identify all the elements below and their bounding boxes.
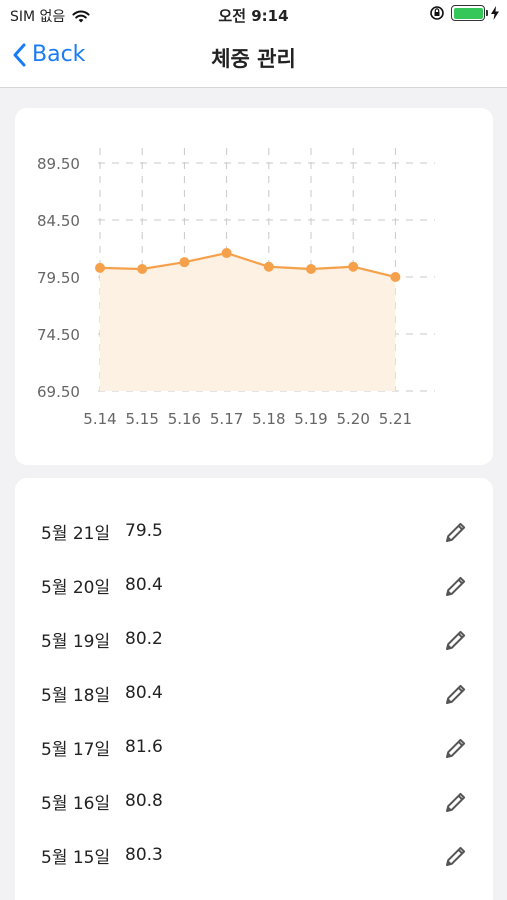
orientation-lock-icon [430,6,444,20]
list-item: 5월 15일 80.3 [15,828,493,882]
data-point [306,264,316,275]
record-date: 5월 18일 [41,685,111,706]
record-weight: 80.4 [125,683,163,703]
data-point [390,272,401,282]
edit-pencil-icon[interactable] [443,681,469,707]
status-time: 오전 9:14 [218,7,289,25]
record-date: 5월 20일 [41,577,111,598]
list-item: 5월 18일 80.4 [15,666,493,720]
x-tick-label: 5.18 [252,410,285,428]
record-weight: 79.5 [125,521,163,541]
status-bar: SIM 없음 오전 9:14 [0,0,507,30]
y-tick-label: 74.50 [37,326,80,344]
back-button[interactable]: Back [12,42,85,67]
battery-level-fill [453,7,483,19]
record-date: 5월 16일 [41,793,111,814]
x-tick-label: 5.15 [125,410,158,428]
x-tick-label: 5.20 [336,410,369,428]
record-weight: 80.3 [125,845,163,865]
record-weight: 80.4 [125,575,163,595]
status-left: SIM 없음 [10,6,91,26]
carrier-label: SIM 없음 [10,9,66,25]
y-tick-label: 79.50 [37,269,80,287]
list-item: 5월 17일 81.6 [15,720,493,774]
weight-record-list: 5월 21일 79.5 5월 20일 80.4 5월 19일 80.2 5월 18일 80.4… [15,478,493,900]
x-tick-label: 5.17 [210,410,243,428]
edit-pencil-icon[interactable] [443,843,469,869]
edit-pencil-icon[interactable] [443,735,469,761]
record-date: 5월 19일 [41,631,111,652]
y-tick-label: 69.50 [37,383,80,401]
x-tick-label: 5.21 [379,410,412,428]
y-tick-label: 84.50 [37,212,80,230]
data-point [95,262,105,273]
wifi-icon [72,10,90,22]
weight-chart-card: 89.50 84.50 79.50 74.50 69.50 5.14 5.15 5.16 5.1… [15,108,493,465]
battery-icon [451,5,488,21]
record-weight: 81.6 [125,737,163,757]
navigation-bar: Back 체중 관리 [0,30,507,88]
page-title: 체중 관리 [211,47,296,71]
list-item: 5월 19일 80.2 [15,612,493,666]
data-point [221,248,232,259]
list-item: 5월 20일 80.4 [15,558,493,612]
data-point [263,261,274,272]
data-point [137,264,148,275]
data-point [348,261,359,272]
data-point [179,257,190,268]
list-item: 5월 16일 80.8 [15,774,493,828]
back-label: Back [32,42,86,67]
x-tick-label: 5.19 [294,410,327,428]
record-date: 5월 17일 [41,739,111,760]
x-tick-label: 5.14 [83,410,116,428]
record-weight: 80.2 [125,629,163,649]
record-date: 5월 21일 [41,523,111,544]
edit-pencil-icon[interactable] [443,519,469,545]
record-weight: 80.8 [125,791,163,811]
chevron-left-icon [13,43,26,66]
weight-chart: 89.50 84.50 79.50 74.50 69.505.14 5.15 5.16 5.1… [37,148,435,428]
edit-pencil-icon[interactable] [443,627,469,653]
series-line [99,251,396,279]
status-right [429,5,499,21]
edit-pencil-icon[interactable] [443,789,469,815]
record-date: 5월 15일 [41,847,111,868]
edit-pencil-icon[interactable] [443,573,469,599]
area-fill [100,253,396,391]
list-item: 5월 21일 79.5 [15,504,493,558]
x-tick-label: 5.16 [168,410,201,428]
charging-icon [491,6,499,20]
y-tick-label: 89.50 [37,155,80,173]
